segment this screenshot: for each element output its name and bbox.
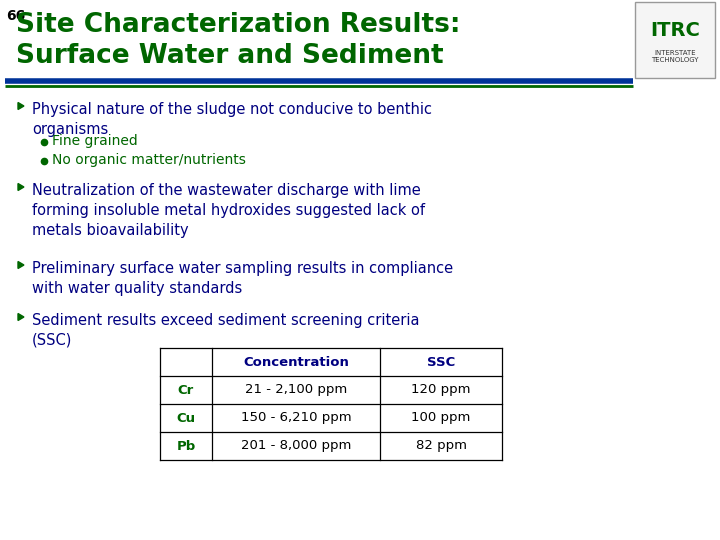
- Bar: [635, 2, 715, 78]
- Text: Physical nature of the sludge not conducive to benthic
organisms: Physical nature of the sludge not conduc…: [32, 102, 432, 137]
- Text: Concentration: Concentration: [243, 355, 349, 368]
- Text: Sediment results exceed sediment screening criteria
(SSC): Sediment results exceed sediment screeni…: [32, 313, 420, 348]
- Text: Cr: Cr: [178, 383, 194, 396]
- Polygon shape: [18, 184, 24, 191]
- Text: Preliminary surface water sampling results in compliance
with water quality stan: Preliminary surface water sampling resul…: [32, 261, 453, 296]
- Text: INTERSTATE
TECHNOLOGY: INTERSTATE TECHNOLOGY: [652, 50, 698, 63]
- Text: 100 ppm: 100 ppm: [411, 411, 471, 424]
- Text: Cu: Cu: [176, 411, 196, 424]
- Text: 201 - 8,000 ppm: 201 - 8,000 ppm: [240, 440, 351, 453]
- Text: Fine grained: Fine grained: [52, 134, 138, 148]
- Polygon shape: [18, 103, 24, 110]
- Text: 120 ppm: 120 ppm: [411, 383, 471, 396]
- Text: No organic matter/nutrients: No organic matter/nutrients: [52, 153, 246, 167]
- Text: 21 - 2,100 ppm: 21 - 2,100 ppm: [245, 383, 347, 396]
- Polygon shape: [18, 261, 24, 268]
- Text: SSC: SSC: [427, 355, 455, 368]
- Text: Pb: Pb: [176, 440, 196, 453]
- Text: 150 - 6,210 ppm: 150 - 6,210 ppm: [240, 411, 351, 424]
- Text: Surface Water and Sediment: Surface Water and Sediment: [16, 43, 444, 69]
- Text: ITRC: ITRC: [650, 22, 700, 40]
- Polygon shape: [18, 314, 24, 321]
- Text: 66: 66: [6, 9, 25, 23]
- Text: 82 ppm: 82 ppm: [415, 440, 467, 453]
- Text: Site Characterization Results:: Site Characterization Results:: [16, 12, 461, 38]
- Text: Neutralization of the wastewater discharge with lime
forming insoluble metal hyd: Neutralization of the wastewater dischar…: [32, 183, 425, 238]
